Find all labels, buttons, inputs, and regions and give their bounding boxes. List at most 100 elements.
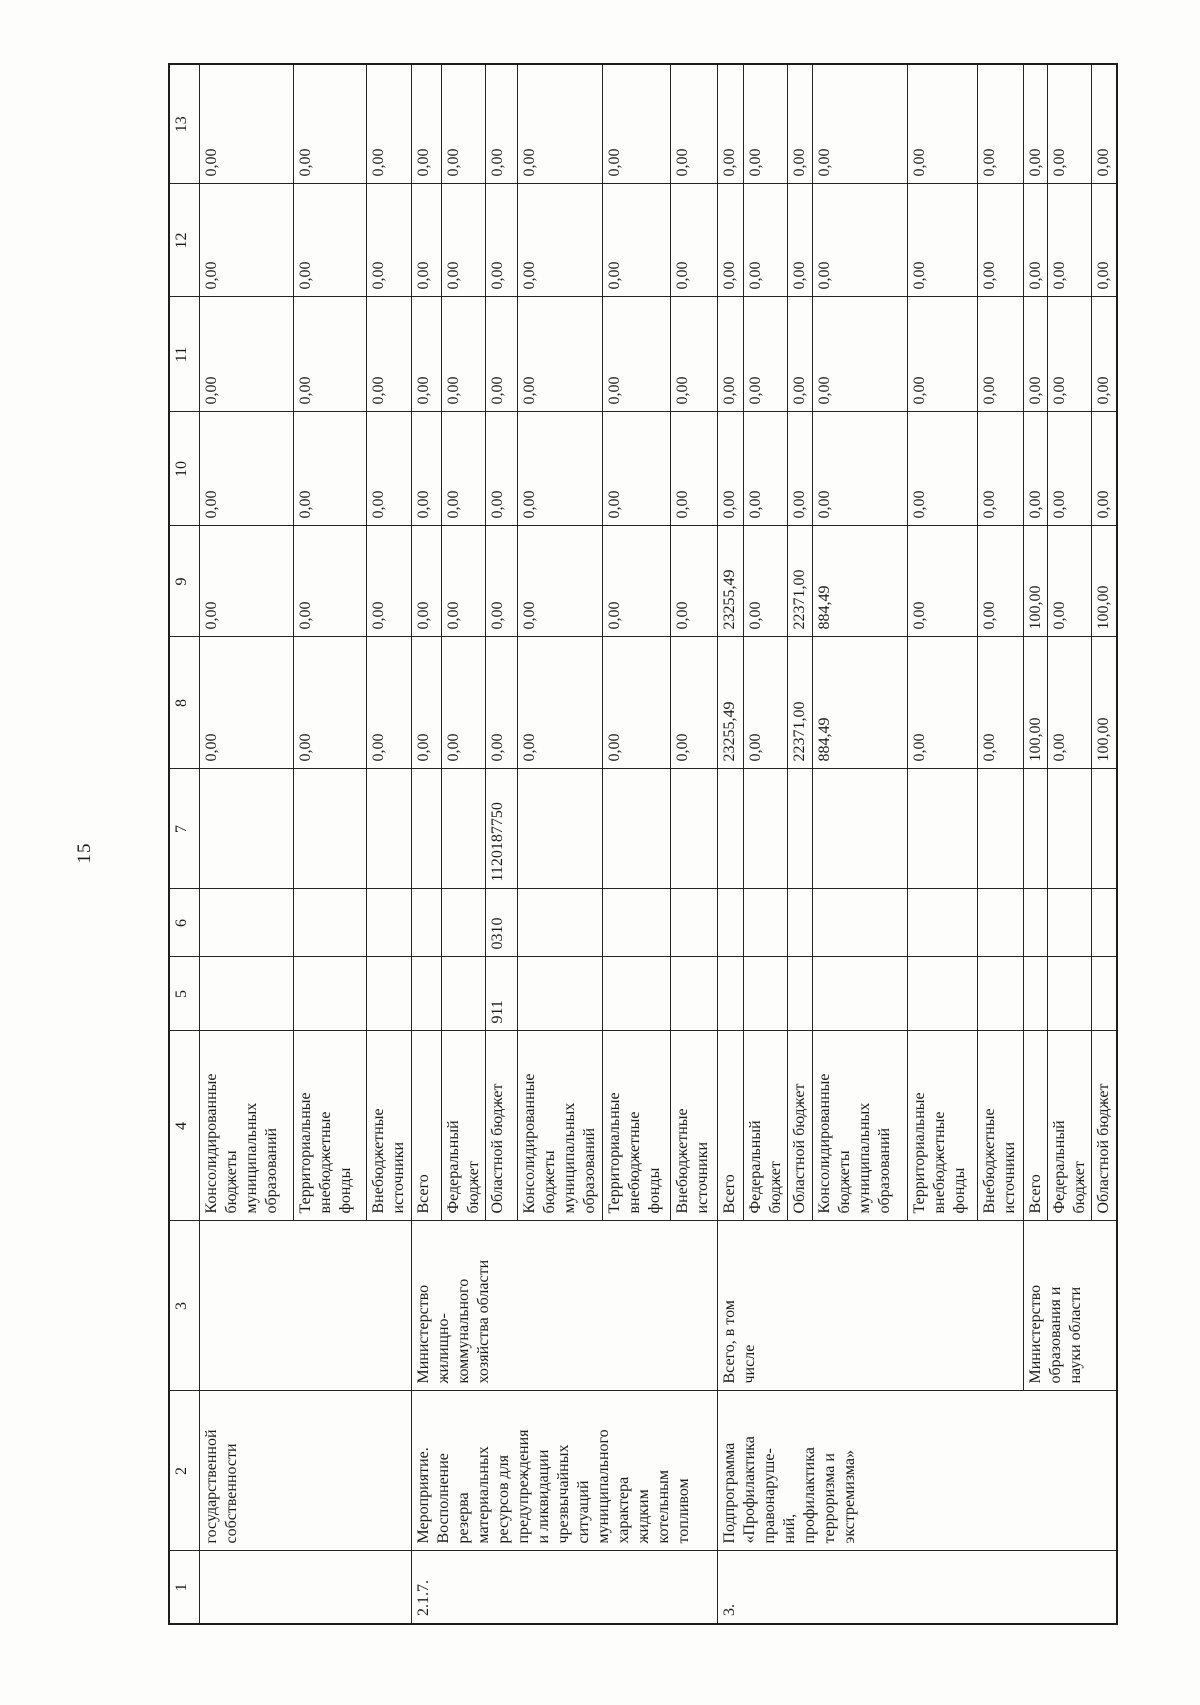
csr-code-cell <box>366 769 411 889</box>
rzpr-code-cell <box>441 889 485 957</box>
amount-cell: 0,00 <box>485 412 517 526</box>
amount-cell: 0,00 <box>743 184 787 297</box>
amount-cell: 0,00 <box>670 526 717 637</box>
csr-code-cell <box>517 769 602 889</box>
amount-cell: 0,00 <box>743 64 787 184</box>
rzpr-code-cell <box>1091 889 1117 957</box>
amount-cell: 0,00 <box>743 412 787 526</box>
column-number-header: 8 <box>169 637 199 769</box>
amount-cell: 0,00 <box>441 297 485 412</box>
amount-cell: 0,00 <box>441 526 485 637</box>
csr-code-cell <box>441 769 485 889</box>
amount-cell: 0,00 <box>717 412 743 526</box>
amount-cell: 0,00 <box>485 297 517 412</box>
amount-cell: 0,00 <box>199 297 293 412</box>
amount-cell: 0,00 <box>411 637 441 769</box>
program-name-cell: Мероприятие. Восполнение резерва материа… <box>411 1391 717 1551</box>
amount-cell: 0,00 <box>977 412 1023 526</box>
budget-source-cell: Внебюджетные источники <box>366 1031 411 1221</box>
amount-cell: 0,00 <box>199 526 293 637</box>
amount-cell: 0,00 <box>517 64 602 184</box>
budget-source-cell: Территориальные внебюджетные фонды <box>602 1031 670 1221</box>
row-number-cell <box>199 1551 411 1624</box>
rzpr-code-cell <box>907 889 977 957</box>
amount-cell: 100,00 <box>1091 637 1117 769</box>
amount-cell: 0,00 <box>907 64 977 184</box>
amount-cell: 0,00 <box>743 637 787 769</box>
rzpr-code-cell <box>717 889 743 957</box>
budget-source-cell: Областной бюджет <box>485 1031 517 1221</box>
column-number-header: 2 <box>169 1391 199 1551</box>
amount-cell: 0,00 <box>812 184 907 297</box>
amount-cell: 0,00 <box>411 526 441 637</box>
csr-code-cell <box>907 769 977 889</box>
amount-cell: 0,00 <box>485 526 517 637</box>
amount-cell: 884,49 <box>812 637 907 769</box>
amount-cell: 0,00 <box>670 637 717 769</box>
amount-cell: 0,00 <box>602 412 670 526</box>
rzpr-code-cell <box>1023 889 1047 957</box>
rzpr-code-cell <box>366 889 411 957</box>
grbs-code-cell <box>293 957 366 1031</box>
amount-cell: 0,00 <box>366 184 411 297</box>
column-number-header: 13 <box>169 64 199 184</box>
amount-cell: 0,00 <box>977 297 1023 412</box>
grbs-code-cell <box>670 957 717 1031</box>
executor-cell: Министерство образования и науки области <box>1023 1221 1117 1391</box>
amount-cell: 0,00 <box>787 412 812 526</box>
amount-cell: 100,00 <box>1091 526 1117 637</box>
amount-cell: 0,00 <box>1047 526 1091 637</box>
amount-cell: 0,00 <box>1023 412 1047 526</box>
grbs-code-cell <box>1023 957 1047 1031</box>
amount-cell: 0,00 <box>670 297 717 412</box>
budget-source-cell: Всего <box>717 1031 743 1221</box>
amount-cell: 0,00 <box>293 64 366 184</box>
amount-cell: 0,00 <box>1047 64 1091 184</box>
amount-cell: 23255,49 <box>717 637 743 769</box>
budget-source-cell: Областной бюджет <box>787 1031 812 1221</box>
amount-cell: 0,00 <box>787 297 812 412</box>
amount-cell: 0,00 <box>1091 184 1117 297</box>
budget-source-cell: Областной бюджет <box>1091 1031 1117 1221</box>
grbs-code-cell <box>907 957 977 1031</box>
csr-code-cell <box>812 769 907 889</box>
amount-cell: 0,00 <box>812 64 907 184</box>
amount-cell: 0,00 <box>717 64 743 184</box>
budget-source-cell: Консолидированные бюджеты муниципальных … <box>812 1031 907 1221</box>
amount-cell: 0,00 <box>977 64 1023 184</box>
amount-cell: 0,00 <box>670 412 717 526</box>
amount-cell: 0,00 <box>977 637 1023 769</box>
amount-cell: 23255,49 <box>717 526 743 637</box>
budget-source-cell: Консолидированные бюджеты муниципальных … <box>517 1031 602 1221</box>
amount-cell: 0,00 <box>812 412 907 526</box>
csr-code-cell <box>411 769 441 889</box>
amount-cell: 0,00 <box>977 526 1023 637</box>
csr-code-cell <box>743 769 787 889</box>
amount-cell: 0,00 <box>411 184 441 297</box>
rzpr-code-cell <box>670 889 717 957</box>
grbs-code-cell <box>717 957 743 1031</box>
column-number-header: 11 <box>169 297 199 412</box>
amount-cell: 0,00 <box>199 184 293 297</box>
grbs-code-cell <box>1047 957 1091 1031</box>
csr-code-cell <box>1047 769 1091 889</box>
rzpr-code-cell <box>411 889 441 957</box>
amount-cell: 0,00 <box>199 637 293 769</box>
amount-cell: 0,00 <box>441 184 485 297</box>
program-name-cell: Подпрограмма «Профилактика правонаруше- … <box>717 1391 1117 1551</box>
budget-source-cell: Территориальные внебюджетные фонды <box>907 1031 977 1221</box>
csr-code-cell <box>717 769 743 889</box>
amount-cell: 0,00 <box>293 297 366 412</box>
amount-cell: 0,00 <box>411 412 441 526</box>
amount-cell: 0,00 <box>717 297 743 412</box>
amount-cell: 0,00 <box>441 64 485 184</box>
amount-cell: 0,00 <box>602 184 670 297</box>
grbs-code-cell <box>743 957 787 1031</box>
column-number-header: 6 <box>169 889 199 957</box>
csr-code-cell <box>199 769 293 889</box>
column-number-header: 5 <box>169 957 199 1031</box>
grbs-code-cell <box>602 957 670 1031</box>
amount-cell: 0,00 <box>199 412 293 526</box>
